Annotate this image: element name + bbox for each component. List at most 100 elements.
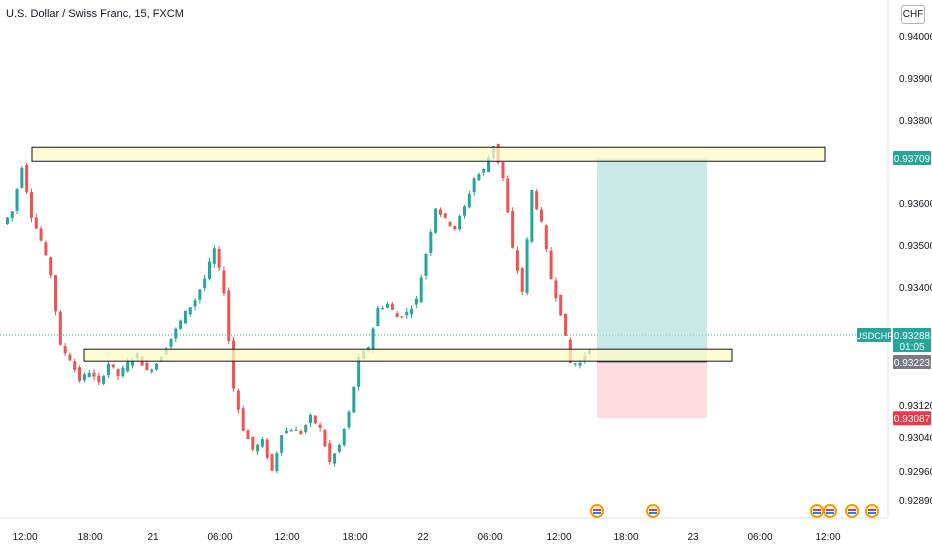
candle-body (20, 167, 24, 188)
candle-body (386, 304, 390, 308)
candle-body (232, 340, 236, 389)
candle-body (352, 386, 356, 413)
candle-body (116, 369, 120, 377)
candle-body (102, 376, 106, 384)
candle-body (309, 414, 313, 424)
candle-body (535, 191, 539, 210)
candle-body (323, 430, 327, 447)
stop-price-tag-bg (893, 411, 931, 426)
event-flag-icon[interactable] (865, 504, 879, 518)
y-tick-label: 0.93600 (899, 199, 932, 210)
candle-body (405, 311, 409, 316)
event-flag-stripe (649, 512, 657, 514)
event-flag-stripe (826, 509, 834, 511)
y-tick-label: 0.93120 (899, 401, 932, 412)
y-tick-label: 0.92960 (899, 467, 932, 478)
y-tick-label: 0.92890 (899, 496, 932, 507)
event-flag-icon[interactable] (845, 504, 859, 518)
candle-body (68, 354, 72, 361)
candle-body (92, 372, 96, 377)
candle-body (39, 228, 43, 241)
candle-body (5, 217, 9, 225)
candle-body (342, 428, 346, 446)
event-flag-stripe (868, 512, 876, 514)
candle-body (126, 361, 130, 372)
candle-body (472, 178, 476, 193)
candle-body (29, 192, 33, 218)
candle-body (193, 300, 197, 307)
candle-body (539, 209, 543, 222)
candle-body (376, 307, 380, 327)
event-flag-stripe (593, 509, 601, 511)
candle-body (414, 298, 418, 305)
candle-body (121, 367, 125, 376)
candle-body (328, 443, 332, 462)
candle-body (381, 308, 385, 310)
candle-body (73, 361, 77, 370)
candle-body (10, 211, 14, 218)
candle-body (424, 254, 428, 276)
x-tick-label: 12:00 (546, 532, 571, 543)
candle-body (183, 310, 187, 324)
candle-body (443, 213, 447, 218)
candle-body (131, 360, 135, 366)
stop-price-tag: 0.93087 (894, 414, 931, 425)
candle-body (251, 436, 255, 450)
candle-body (525, 239, 529, 293)
candle-body (544, 225, 548, 250)
candle-body (15, 188, 19, 211)
candle-body (241, 408, 245, 431)
x-tick-label: 06:00 (747, 532, 772, 543)
candle-body (265, 439, 269, 458)
candle-body (294, 429, 298, 431)
event-flag-stripe (813, 509, 821, 511)
support-zone[interactable] (83, 348, 733, 362)
event-flag-icon[interactable] (646, 504, 660, 518)
candle-body (462, 206, 466, 216)
candle-body (236, 390, 240, 410)
y-tick-label: 0.93900 (899, 74, 932, 85)
candle-body (318, 424, 322, 428)
candle-body (34, 217, 38, 229)
candle-body (188, 307, 192, 315)
x-tick-label: 12:00 (274, 532, 299, 543)
x-tick-label: 18:00 (613, 532, 638, 543)
currency-selector[interactable]: CHF (901, 5, 925, 24)
candle-body (25, 164, 29, 193)
stop-loss-area[interactable] (597, 362, 707, 419)
candle-body (482, 169, 486, 173)
candle-body (304, 425, 308, 432)
target-price-tag: 0.93709 (894, 154, 931, 165)
y-tick-label: 0.93500 (899, 241, 932, 252)
candle-body (564, 313, 568, 336)
candle-body (419, 277, 423, 303)
candle-body (207, 261, 211, 279)
take-profit-area[interactable] (597, 158, 707, 362)
countdown-label: 01:05 (899, 342, 924, 353)
candle-body (222, 270, 226, 294)
candle-body (438, 209, 442, 215)
y-tick-label: 0.94000 (899, 32, 932, 43)
candle-body (501, 161, 505, 178)
x-tick-label: 06:00 (477, 532, 502, 543)
candle-body (82, 374, 86, 381)
chart-title: U.S. Dollar / Swiss Franc, 15, FXCM (6, 8, 184, 20)
candle-body (530, 189, 534, 242)
candle-body (198, 289, 202, 300)
candle-body (506, 178, 510, 213)
candle-body (256, 444, 260, 452)
x-tick-label: 06:00 (207, 532, 232, 543)
candle-body (400, 316, 404, 318)
event-flag-icon[interactable] (823, 504, 837, 518)
x-tick-label: 22 (417, 532, 429, 543)
event-flag-icon[interactable] (810, 504, 824, 518)
candle-body (337, 444, 341, 452)
x-tick-label: 21 (147, 532, 159, 543)
event-flag-icon[interactable] (590, 504, 604, 518)
resistance-zone[interactable] (31, 146, 826, 162)
candle-body (44, 242, 48, 256)
candle-body (111, 364, 115, 368)
last-price-tag: 0.93288 (894, 331, 931, 342)
candle-body (227, 290, 231, 341)
